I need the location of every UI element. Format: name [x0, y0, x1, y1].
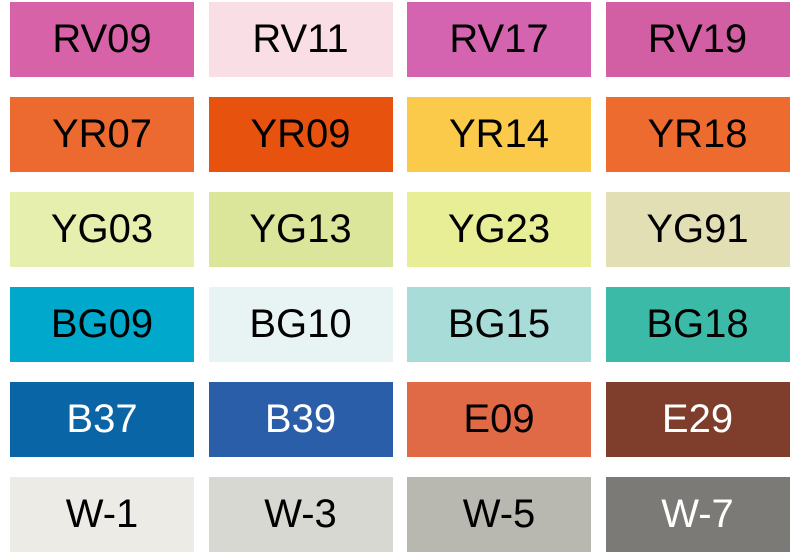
swatch-code: RV19 — [647, 17, 748, 61]
swatch-code: YR14 — [448, 112, 550, 156]
color-swatch-yg03: YG03 — [10, 192, 194, 267]
swatch-code: BG09 — [50, 302, 154, 346]
swatch-code: W-1 — [65, 492, 139, 536]
swatch-code: BG10 — [249, 302, 352, 346]
color-swatch-e29: E29 — [605, 382, 790, 457]
swatch-code: E29 — [661, 397, 734, 441]
color-swatch-yr14: YR14 — [407, 97, 591, 172]
swatch-code: RV09 — [52, 17, 152, 61]
color-swatch-bg10: BG10 — [208, 287, 393, 362]
swatch-code: W-7 — [661, 492, 734, 536]
swatch-code: E09 — [463, 397, 535, 441]
color-swatch-w-3: W-3 — [208, 477, 393, 552]
swatch-code: BG18 — [646, 302, 749, 346]
color-swatch-yg91: YG91 — [605, 192, 790, 267]
color-swatch-rv11: RV11 — [208, 2, 393, 77]
swatch-code: YG91 — [646, 207, 749, 251]
color-swatch-e09: E09 — [407, 382, 591, 457]
color-swatch-yg23: YG23 — [407, 192, 591, 267]
swatch-code: B39 — [264, 397, 337, 441]
color-swatch-bg09: BG09 — [10, 287, 194, 362]
swatch-code: BG15 — [447, 302, 551, 346]
swatch-code: B37 — [66, 397, 138, 441]
swatch-code: W-5 — [462, 492, 536, 536]
color-swatch-yr07: YR07 — [10, 97, 194, 172]
swatch-code: YR07 — [51, 112, 153, 156]
swatch-code: YG13 — [249, 207, 352, 251]
swatch-code: RV11 — [252, 17, 349, 61]
swatch-code: YG03 — [50, 207, 154, 251]
color-swatch-w-5: W-5 — [407, 477, 591, 552]
color-swatch-yr18: YR18 — [605, 97, 790, 172]
color-swatch-grid: RV09 RV11 RV17 RV19 YR07 YR09 YR14 YR18 YG03 YG13… — [10, 2, 790, 552]
color-swatch-bg18: BG18 — [605, 287, 790, 362]
color-swatch-rv09: RV09 — [10, 2, 194, 77]
color-swatch-w-1: W-1 — [10, 477, 194, 552]
swatch-code: W-3 — [264, 492, 337, 536]
swatch-code: YR18 — [647, 112, 748, 156]
color-swatch-yr09: YR09 — [208, 97, 393, 172]
color-swatch-yg13: YG13 — [208, 192, 393, 267]
color-swatch-rv17: RV17 — [407, 2, 591, 77]
color-swatch-b39: B39 — [208, 382, 393, 457]
color-swatch-rv19: RV19 — [605, 2, 790, 77]
color-swatch-w-7: W-7 — [605, 477, 790, 552]
swatch-code: RV17 — [449, 17, 549, 61]
color-swatch-bg15: BG15 — [407, 287, 591, 362]
swatch-code: YG23 — [447, 207, 551, 251]
swatch-code: YR09 — [250, 112, 351, 156]
color-swatch-b37: B37 — [10, 382, 194, 457]
